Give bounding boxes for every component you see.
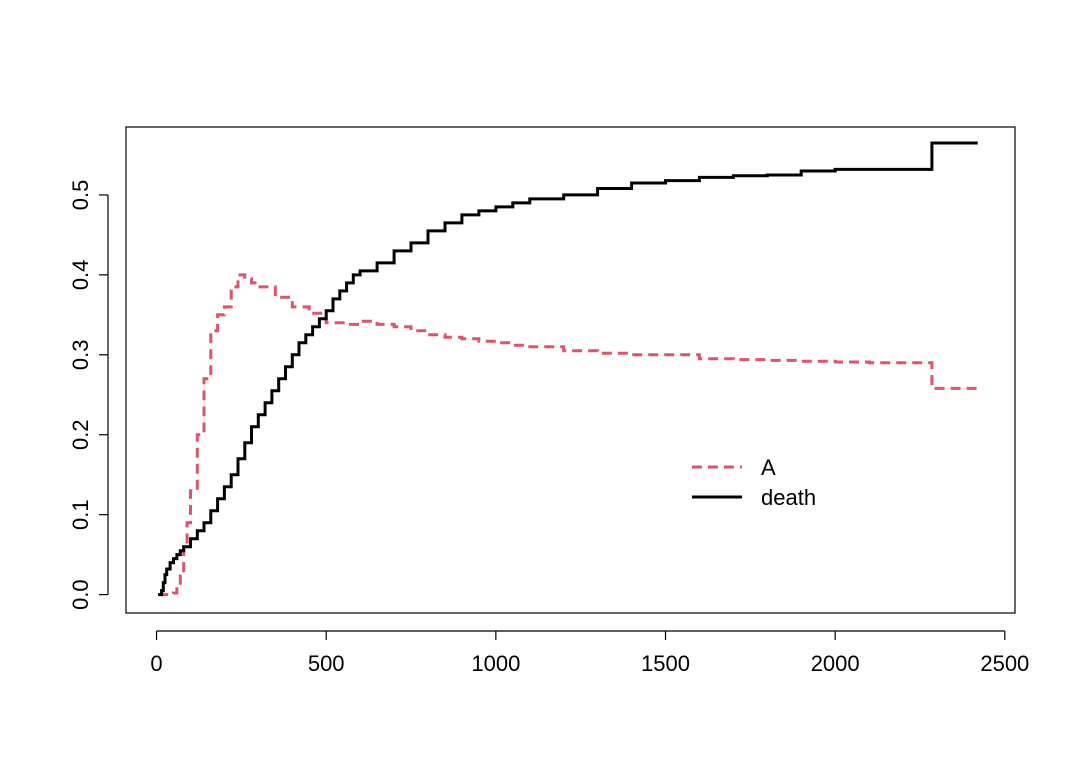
series-line-death — [158, 141, 978, 597]
legend-label-death: death — [761, 485, 816, 510]
plot-frame — [125, 126, 1016, 614]
y-tick-label: 0.3 — [68, 340, 93, 371]
x-tick-label: 0 — [150, 651, 162, 676]
x-tick-label: 1500 — [641, 651, 690, 676]
x-tick-label: 2000 — [811, 651, 860, 676]
x-tick-label: 2500 — [980, 651, 1029, 676]
y-tick-label: 0.2 — [68, 419, 93, 450]
legend-label-a: A — [761, 455, 776, 480]
y-axis: 0.0 0.1 0.2 0.3 0.4 0.5 — [68, 180, 109, 610]
y-tick-label: 0.4 — [68, 260, 93, 291]
x-tick-label: 1000 — [471, 651, 520, 676]
y-tick-label: 0.5 — [68, 180, 93, 211]
series-layer — [158, 141, 978, 597]
x-axis: 0 500 1000 1500 2000 2500 — [150, 630, 1029, 676]
x-tick-label: 500 — [308, 651, 345, 676]
y-tick-label: 0.0 — [68, 579, 93, 610]
y-tick-label: 0.1 — [68, 499, 93, 530]
series-line-a — [158, 273, 978, 597]
legend: A death — [692, 455, 816, 510]
